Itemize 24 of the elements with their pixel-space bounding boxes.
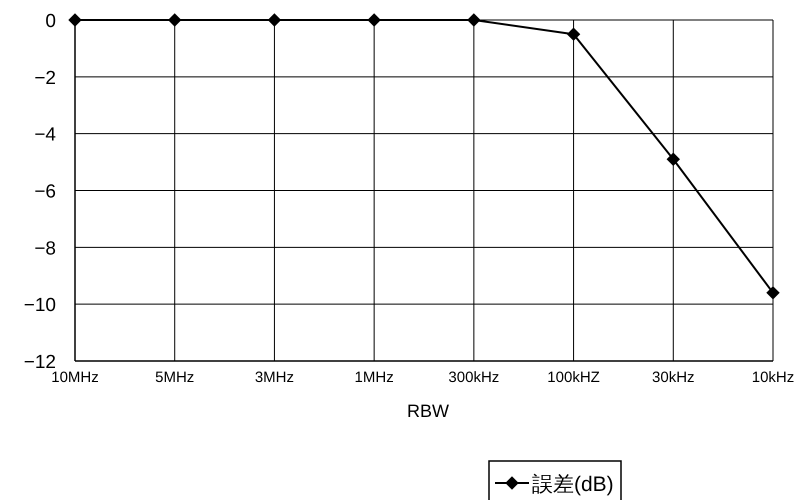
y-tick-label: −6: [34, 182, 56, 202]
x-tick-label: 30kHz: [652, 369, 695, 386]
x-tick-label: 5MHz: [155, 369, 194, 386]
x-axis-title: RBW: [407, 401, 450, 421]
legend-label: 誤差(dB): [532, 473, 614, 496]
point: [68, 14, 82, 26]
x-tick-label: 300kHz: [448, 369, 500, 386]
point: [467, 14, 480, 26]
y-tick-label: −10: [24, 295, 56, 316]
y-tick-label: 0: [45, 11, 56, 32]
point: [268, 14, 281, 26]
point: [368, 14, 381, 26]
x-tick-label: 100kHZ: [547, 369, 600, 386]
point: [168, 14, 182, 26]
x-tick-label: 3MHz: [254, 369, 294, 386]
point: [567, 28, 580, 41]
y-tick-label: −8: [34, 238, 56, 260]
y-tick-label: −4: [34, 124, 56, 146]
x-tick-label: 10kHz: [752, 369, 794, 386]
y-tick-label: −2: [34, 68, 56, 89]
point: [766, 286, 780, 300]
legend: 誤差(dB): [488, 460, 622, 500]
x-tick-label: 1MHz: [354, 369, 394, 386]
point: [666, 152, 680, 166]
